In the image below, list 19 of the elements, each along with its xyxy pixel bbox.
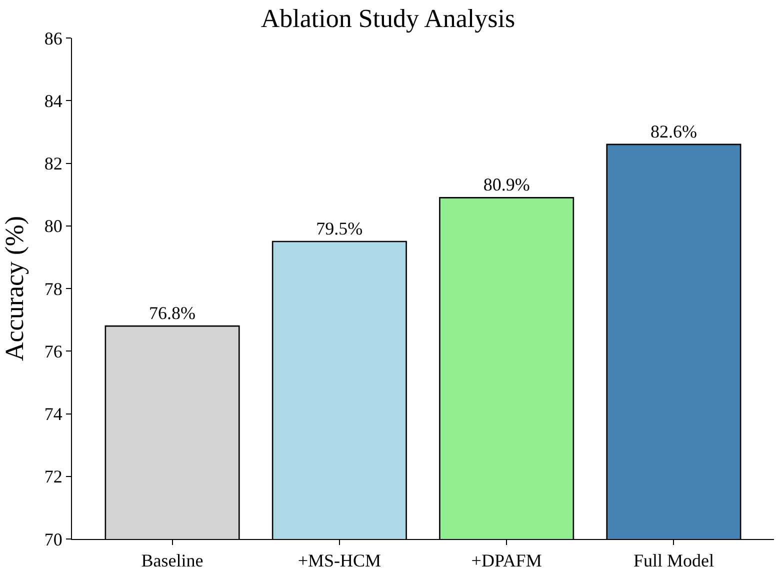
data-label: 79.5% (316, 218, 363, 239)
data-label: 80.9% (483, 174, 530, 195)
y-axis-title: Accuracy (%) (0, 216, 29, 362)
data-label: 76.8% (149, 303, 196, 324)
y-tick-label: 72 (44, 466, 62, 487)
x-tick-label: +MS-HCM (298, 550, 382, 571)
y-tick-label: 78 (44, 278, 62, 299)
y-tick-label: 86 (44, 28, 62, 48)
y-tick-label: 70 (44, 529, 62, 550)
chart-title: Ablation Study Analysis (260, 4, 516, 33)
x-tick-label: Full Model (633, 550, 714, 571)
x-tick-label: Baseline (141, 550, 204, 571)
y-tick-label: 76 (44, 341, 62, 362)
y-tick-label: 74 (44, 404, 62, 424)
x-tick-label: +DPAFM (471, 550, 542, 571)
y-tick-label: 84 (44, 90, 62, 111)
y-tick-label: 80 (44, 216, 62, 236)
data-label: 82.6% (650, 121, 697, 142)
y-tick-label: 82 (44, 154, 62, 174)
